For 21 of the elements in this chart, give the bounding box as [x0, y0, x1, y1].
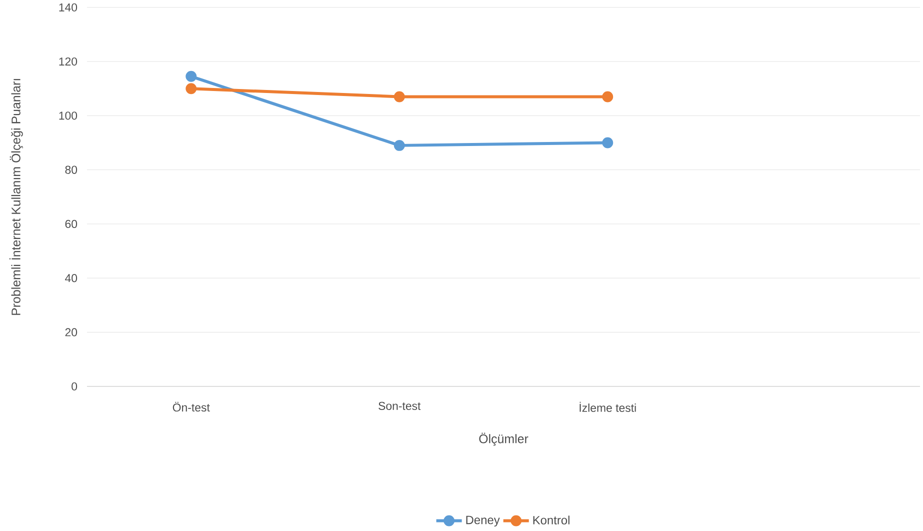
y-tick-label: 120 — [59, 57, 78, 66]
y-tick-label: 60 — [65, 220, 78, 228]
y-tick-label: 140 — [59, 3, 78, 12]
x-tick-label: Ön-test — [172, 402, 210, 412]
point — [394, 91, 405, 102]
x-axis-title: Ölçümler — [479, 432, 528, 446]
y-tick-label: 80 — [65, 166, 78, 174]
point — [602, 91, 614, 102]
point — [602, 137, 614, 148]
legend-label: Kontrol — [533, 515, 570, 524]
y-tick-label: 100 — [59, 111, 78, 120]
point — [394, 140, 405, 151]
x-tick-label: Son-test — [378, 402, 421, 410]
legend-label: Deney — [466, 516, 500, 526]
y-tick-label: 40 — [65, 274, 78, 282]
y-tick-label: 0 — [72, 382, 78, 390]
y-axis-title: Problemli İnternet Kullanım Ölçeği Puanları — [9, 78, 23, 315]
point — [186, 82, 197, 94]
x-tick-label: İzleme testi — [580, 402, 636, 412]
point — [186, 70, 197, 82]
y-tick-label: 20 — [65, 328, 78, 336]
